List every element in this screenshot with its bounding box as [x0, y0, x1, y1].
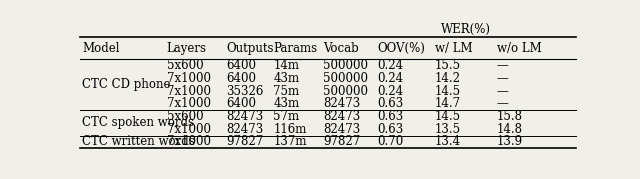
Text: —: —: [497, 72, 508, 85]
Text: 14m: 14m: [273, 59, 300, 72]
Text: —: —: [497, 97, 508, 110]
Text: 0.24: 0.24: [378, 59, 404, 72]
Text: 6400: 6400: [227, 59, 256, 72]
Text: 0.24: 0.24: [378, 85, 404, 98]
Text: 7x1000: 7x1000: [167, 136, 211, 148]
Text: 5x600: 5x600: [167, 110, 204, 123]
Text: 14.7: 14.7: [435, 97, 461, 110]
Text: 13.4: 13.4: [435, 136, 461, 148]
Text: CTC spoken words: CTC spoken words: [83, 116, 195, 129]
Text: Layers: Layers: [167, 42, 207, 55]
Text: 6400: 6400: [227, 72, 256, 85]
Text: 35326: 35326: [227, 85, 264, 98]
Text: 57m: 57m: [273, 110, 300, 123]
Text: 7x1000: 7x1000: [167, 85, 211, 98]
Text: Vocab: Vocab: [323, 42, 359, 55]
Text: Model: Model: [83, 42, 120, 55]
Text: 0.70: 0.70: [378, 136, 404, 148]
Text: 43m: 43m: [273, 72, 300, 85]
Text: CTC CD phone: CTC CD phone: [83, 78, 171, 91]
Text: 82473: 82473: [323, 97, 360, 110]
Text: 500000: 500000: [323, 72, 368, 85]
Text: 137m: 137m: [273, 136, 307, 148]
Text: 97827: 97827: [227, 136, 264, 148]
Text: WER(%): WER(%): [441, 23, 491, 36]
Text: 0.63: 0.63: [378, 110, 404, 123]
Text: 82473: 82473: [323, 110, 360, 123]
Text: 82473: 82473: [227, 123, 264, 136]
Text: 13.5: 13.5: [435, 123, 461, 136]
Text: 97827: 97827: [323, 136, 360, 148]
Text: 5x600: 5x600: [167, 59, 204, 72]
Text: 75m: 75m: [273, 85, 300, 98]
Text: 14.8: 14.8: [497, 123, 523, 136]
Text: 0.24: 0.24: [378, 72, 404, 85]
Text: Params: Params: [273, 42, 317, 55]
Text: 82473: 82473: [323, 123, 360, 136]
Text: 500000: 500000: [323, 59, 368, 72]
Text: 15.8: 15.8: [497, 110, 523, 123]
Text: OOV(%): OOV(%): [378, 42, 426, 55]
Text: —: —: [497, 85, 508, 98]
Text: 0.63: 0.63: [378, 123, 404, 136]
Text: 82473: 82473: [227, 110, 264, 123]
Text: —: —: [497, 59, 508, 72]
Text: 13.9: 13.9: [497, 136, 523, 148]
Text: 0.63: 0.63: [378, 97, 404, 110]
Text: 14.5: 14.5: [435, 85, 461, 98]
Text: CTC written words: CTC written words: [83, 136, 195, 148]
Text: 6400: 6400: [227, 97, 256, 110]
Text: 116m: 116m: [273, 123, 307, 136]
Text: Outputs: Outputs: [227, 42, 274, 55]
Text: 14.5: 14.5: [435, 110, 461, 123]
Text: 7x1000: 7x1000: [167, 72, 211, 85]
Text: w/o LM: w/o LM: [497, 42, 541, 55]
Text: 15.5: 15.5: [435, 59, 461, 72]
Text: w/ LM: w/ LM: [435, 42, 472, 55]
Text: 7x1000: 7x1000: [167, 97, 211, 110]
Text: 43m: 43m: [273, 97, 300, 110]
Text: 7x1000: 7x1000: [167, 123, 211, 136]
Text: 500000: 500000: [323, 85, 368, 98]
Text: 14.2: 14.2: [435, 72, 461, 85]
